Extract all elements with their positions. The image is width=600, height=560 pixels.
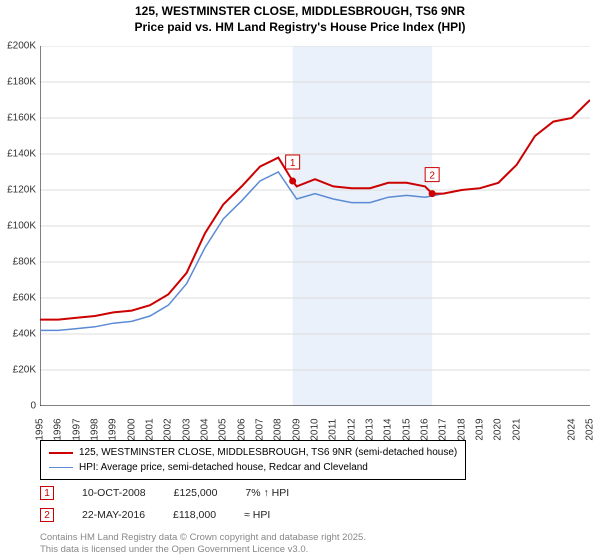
- svg-text:1: 1: [290, 158, 296, 169]
- attribution: Contains HM Land Registry data © Crown c…: [40, 532, 366, 556]
- legend-swatch-price: [49, 452, 73, 454]
- legend-row-hpi: HPI: Average price, semi-detached house,…: [49, 460, 457, 475]
- sale-date-2: 22-MAY-2016: [82, 509, 145, 521]
- sale-price-1: £125,000: [174, 487, 218, 499]
- sale-marker-2: 2: [40, 508, 54, 522]
- chart-container: 125, WESTMINSTER CLOSE, MIDDLESBROUGH, T…: [0, 0, 600, 560]
- sale-row-1: 1 10-OCT-2008 £125,000 7% ↑ HPI: [40, 486, 289, 500]
- title-line-2: Price paid vs. HM Land Registry's House …: [0, 20, 600, 36]
- svg-text:2: 2: [429, 171, 435, 182]
- attribution-line-2: This data is licensed under the Open Gov…: [40, 544, 366, 556]
- attribution-line-1: Contains HM Land Registry data © Crown c…: [40, 532, 366, 544]
- legend-row-price: 125, WESTMINSTER CLOSE, MIDDLESBROUGH, T…: [49, 445, 457, 460]
- legend: 125, WESTMINSTER CLOSE, MIDDLESBROUGH, T…: [40, 440, 466, 480]
- legend-label-hpi: HPI: Average price, semi-detached house,…: [79, 460, 368, 475]
- chart-svg: 12: [40, 46, 590, 406]
- legend-label-price: 125, WESTMINSTER CLOSE, MIDDLESBROUGH, T…: [79, 445, 457, 460]
- chart-title: 125, WESTMINSTER CLOSE, MIDDLESBROUGH, T…: [0, 0, 600, 35]
- chart-area: 12 0£20K£40K£60K£80K£100K£120K£140K£160K…: [40, 46, 590, 406]
- legend-swatch-hpi: [49, 467, 73, 468]
- sale-price-2: £118,000: [173, 509, 216, 521]
- sale-row-2: 2 22-MAY-2016 £118,000 ≈ HPI: [40, 508, 270, 522]
- sale-marker-1: 1: [40, 486, 54, 500]
- title-line-1: 125, WESTMINSTER CLOSE, MIDDLESBROUGH, T…: [0, 4, 600, 20]
- sale-delta-2: ≈ HPI: [244, 509, 270, 521]
- sale-delta-1: 7% ↑ HPI: [245, 487, 289, 499]
- sale-date-1: 10-OCT-2008: [82, 487, 146, 499]
